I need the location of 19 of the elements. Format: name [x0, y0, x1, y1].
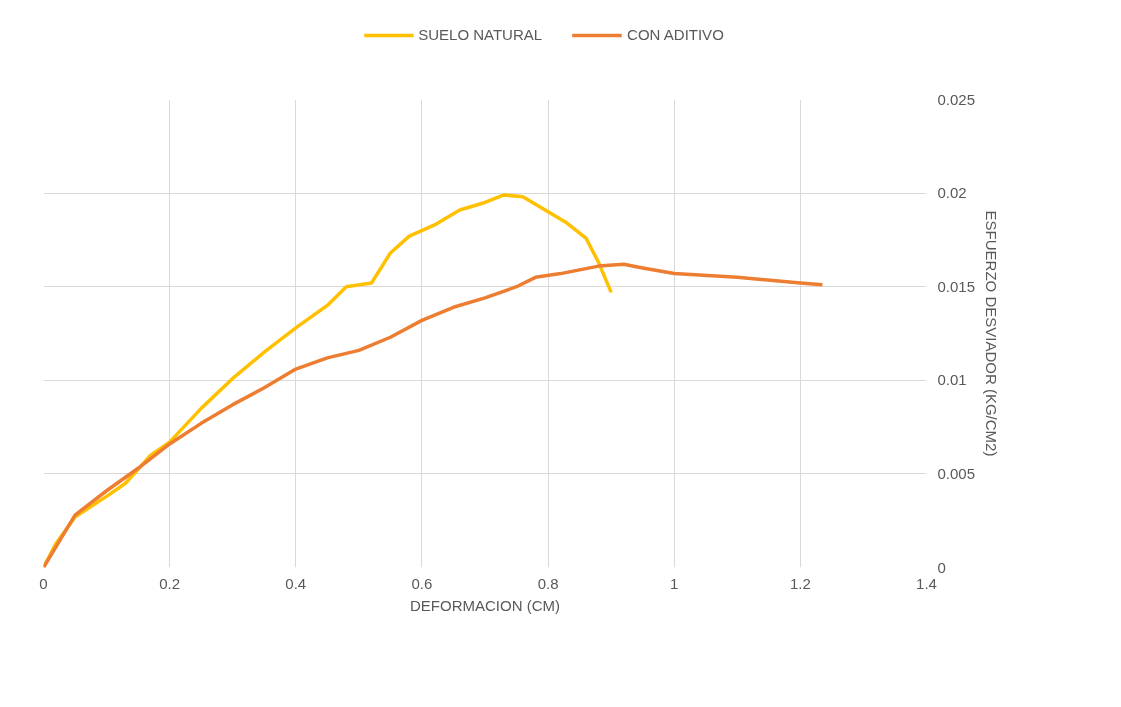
line-series [43, 262, 825, 568]
legend-label: CON ADITIVO [627, 26, 724, 43]
x-axis-title: DEFORMACION (CM) [410, 596, 561, 614]
x-tick-label: 1.4 [916, 574, 937, 592]
legend-label: SUELO NATURAL [418, 26, 543, 43]
y-tick-label: 0 [937, 558, 946, 576]
x-tick-label: 0.8 [537, 574, 559, 592]
x-tick-label: 1.2 [789, 574, 811, 592]
x-tick-label: 0.6 [411, 574, 433, 592]
x-tick-label: 1 [670, 574, 679, 592]
x-tick-label: 0 [39, 574, 48, 592]
y-tick-label: 0.015 [937, 277, 976, 295]
y-tick-label: 0.02 [937, 184, 967, 202]
y-axis-title: ESFUERZO DESVIADOR (KG/CM2) [983, 210, 1001, 457]
y-tick-label: 0.005 [937, 464, 976, 482]
y-tick-label: 0.01 [937, 371, 967, 389]
y-tick-label: 0.025 [937, 90, 976, 108]
x-tick-label: 0.4 [285, 574, 307, 592]
x-tick-label: 0.2 [159, 574, 181, 592]
